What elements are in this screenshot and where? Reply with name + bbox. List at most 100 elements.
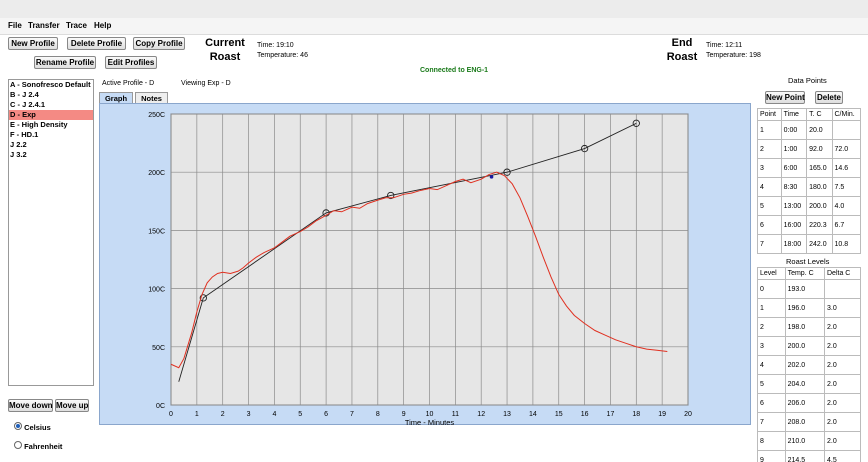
profile-point[interactable] [387, 191, 395, 200]
data-points-cell[interactable]: 1:00 [780, 139, 808, 159]
fahrenheit-option[interactable]: Fahrenheit [14, 441, 62, 451]
roast-chart[interactable]: 0 1 2 3 4 5 6 7 8 9 10 11 12 13 14 15 16 17 18 19 200C50C100… [100, 104, 752, 427]
roast-levels-cell[interactable]: 210.0 [784, 431, 826, 451]
data-points-table[interactable]: Point Time T. C C/Min. 1 0:00 20.0 2 1:00 92.0 72.… [757, 108, 861, 254]
roast-levels-cell[interactable]: 1 [757, 298, 786, 318]
tab-graph[interactable]: Graph [99, 92, 133, 104]
data-points-cell[interactable]: 8:30 [780, 177, 808, 197]
roast-levels-row[interactable]: 8 210.0 2.0 [757, 431, 861, 451]
profile-list-item[interactable]: J 2.2 [10, 140, 27, 149]
data-points-row[interactable]: 4 8:30 180.0 7.5 [757, 177, 861, 197]
roast-levels-cell[interactable]: 200.0 [784, 336, 826, 356]
data-points-cell[interactable]: 10.8 [831, 234, 861, 254]
roast-levels-cell[interactable]: 3 [757, 336, 786, 356]
data-points-cell[interactable]: 4.0 [831, 196, 861, 216]
data-points-cell[interactable]: 6 [757, 215, 782, 235]
roast-levels-cell[interactable]: 0 [757, 279, 786, 299]
data-points-cell[interactable]: 242.0 [806, 234, 833, 254]
data-points-row[interactable]: 6 16:00 220.3 6.7 [757, 215, 861, 235]
menu-trace[interactable]: Trace [66, 21, 87, 30]
data-points-cell[interactable]: 5 [757, 196, 782, 216]
profile-point[interactable] [632, 119, 640, 127]
roast-levels-table[interactable]: Level Temp. C Delta C 0 193.0 1 196.0 3.0 2 198.0… [757, 267, 861, 462]
fahrenheit-radio[interactable] [14, 441, 22, 449]
profile-list-item[interactable]: J 3.2 [10, 150, 27, 159]
roast-levels-row[interactable]: 7 208.0 2.0 [757, 412, 861, 432]
profile-list-item[interactable]: E - High Density [10, 120, 68, 129]
data-points-cell[interactable] [831, 120, 861, 140]
roast-levels-cell[interactable]: 214.5 [784, 450, 826, 462]
data-points-cell[interactable]: 16:00 [780, 215, 808, 235]
data-points-cell[interactable]: 220.3 [806, 215, 833, 235]
data-points-cell[interactable]: 1 [757, 120, 782, 140]
move-down-button[interactable]: Move down [8, 399, 53, 412]
roast-levels-row[interactable]: 3 200.0 2.0 [757, 336, 861, 356]
profile-point[interactable] [199, 294, 207, 302]
data-points-cell[interactable]: 18:00 [780, 234, 808, 254]
profile-list-item[interactable]: F - HD.1 [10, 130, 39, 139]
profile-list-item[interactable]: A - Sonofresco Default [10, 80, 91, 89]
roast-levels-row[interactable]: 5 204.0 2.0 [757, 374, 861, 394]
roast-levels-cell[interactable]: 7 [757, 412, 786, 432]
data-points-cell[interactable]: 200.0 [806, 196, 833, 216]
data-points-cell[interactable]: 6:00 [780, 158, 808, 178]
data-points-cell[interactable]: 72.0 [831, 139, 861, 159]
roast-levels-cell[interactable] [824, 279, 861, 299]
profile-point[interactable] [580, 144, 589, 153]
edit-profiles-button[interactable]: Edit Profiles [105, 56, 157, 69]
menu-help[interactable]: Help [94, 21, 112, 30]
roast-levels-cell[interactable]: 3.0 [824, 298, 861, 318]
roast-levels-cell[interactable]: 2.0 [824, 431, 861, 451]
profile-list[interactable]: A - Sonofresco Default B - J 2.4 C - J 2.4… [8, 79, 94, 386]
roast-levels-cell[interactable]: 4 [757, 355, 786, 375]
roast-levels-cell[interactable]: 193.0 [784, 279, 826, 299]
data-points-cell[interactable]: 7.5 [831, 177, 861, 197]
data-points-row[interactable]: 3 6:00 165.0 14.6 [757, 158, 861, 178]
roast-levels-cell[interactable]: 202.0 [784, 355, 826, 375]
roast-levels-cell[interactable]: 6 [757, 393, 786, 413]
roast-levels-cell[interactable]: 2.0 [824, 412, 861, 432]
roast-levels-cell[interactable]: 208.0 [784, 412, 826, 432]
roast-levels-cell[interactable]: 8 [757, 431, 786, 451]
profile-list-item[interactable]: D - Exp [9, 110, 93, 120]
roast-levels-cell[interactable]: 5 [757, 374, 786, 394]
data-points-cell[interactable]: 20.0 [806, 120, 833, 140]
data-points-cell[interactable]: 3 [757, 158, 782, 178]
roast-levels-cell[interactable]: 2.0 [824, 393, 861, 413]
data-points-row[interactable]: 7 18:00 242.0 10.8 [757, 234, 861, 254]
roast-levels-cell[interactable]: 206.0 [784, 393, 826, 413]
roast-levels-cell[interactable]: 2.0 [824, 355, 861, 375]
rename-profile-button[interactable]: Rename Profile [34, 56, 96, 69]
data-points-cell[interactable]: 4 [757, 177, 782, 197]
roast-levels-row[interactable]: 9 214.5 4.5 [757, 450, 861, 462]
data-points-cell[interactable]: 92.0 [806, 139, 833, 159]
profile-list-item[interactable]: B - J 2.4 [10, 90, 39, 99]
roast-levels-cell[interactable]: 4.5 [824, 450, 861, 462]
data-points-cell[interactable]: 0:00 [780, 120, 808, 140]
copy-profile-button[interactable]: Copy Profile [133, 37, 185, 50]
data-points-row[interactable]: 1 0:00 20.0 [757, 120, 861, 140]
menu-transfer[interactable]: Transfer [28, 21, 60, 30]
data-points-row[interactable]: 5 13:00 200.0 4.0 [757, 196, 861, 216]
roast-levels-cell[interactable]: 2.0 [824, 374, 861, 394]
roast-levels-row[interactable]: 6 206.0 2.0 [757, 393, 861, 413]
data-points-cell[interactable]: 13:00 [780, 196, 808, 216]
roast-levels-row[interactable]: 4 202.0 2.0 [757, 355, 861, 375]
move-up-button[interactable]: Move up [55, 399, 89, 412]
roast-levels-cell[interactable]: 204.0 [784, 374, 826, 394]
profile-point[interactable] [503, 168, 511, 176]
data-points-row[interactable]: 2 1:00 92.0 72.0 [757, 139, 861, 159]
celsius-radio[interactable] [14, 422, 22, 430]
roast-levels-row[interactable]: 1 196.0 3.0 [757, 298, 861, 318]
data-points-cell[interactable]: 7 [757, 234, 782, 254]
roast-levels-row[interactable]: 2 198.0 2.0 [757, 317, 861, 337]
data-points-cell[interactable]: 6.7 [831, 215, 861, 235]
delete-point-button[interactable]: Delete [815, 91, 843, 104]
new-profile-button[interactable]: New Profile [8, 37, 58, 50]
profile-list-item[interactable]: C - J 2.4.1 [10, 100, 46, 109]
menu-file[interactable]: File [8, 21, 22, 30]
roast-levels-cell[interactable]: 2.0 [824, 336, 861, 356]
data-points-cell[interactable]: 165.0 [806, 158, 833, 178]
roast-levels-cell[interactable]: 2 [757, 317, 786, 337]
roast-levels-row[interactable]: 0 193.0 [757, 279, 861, 299]
